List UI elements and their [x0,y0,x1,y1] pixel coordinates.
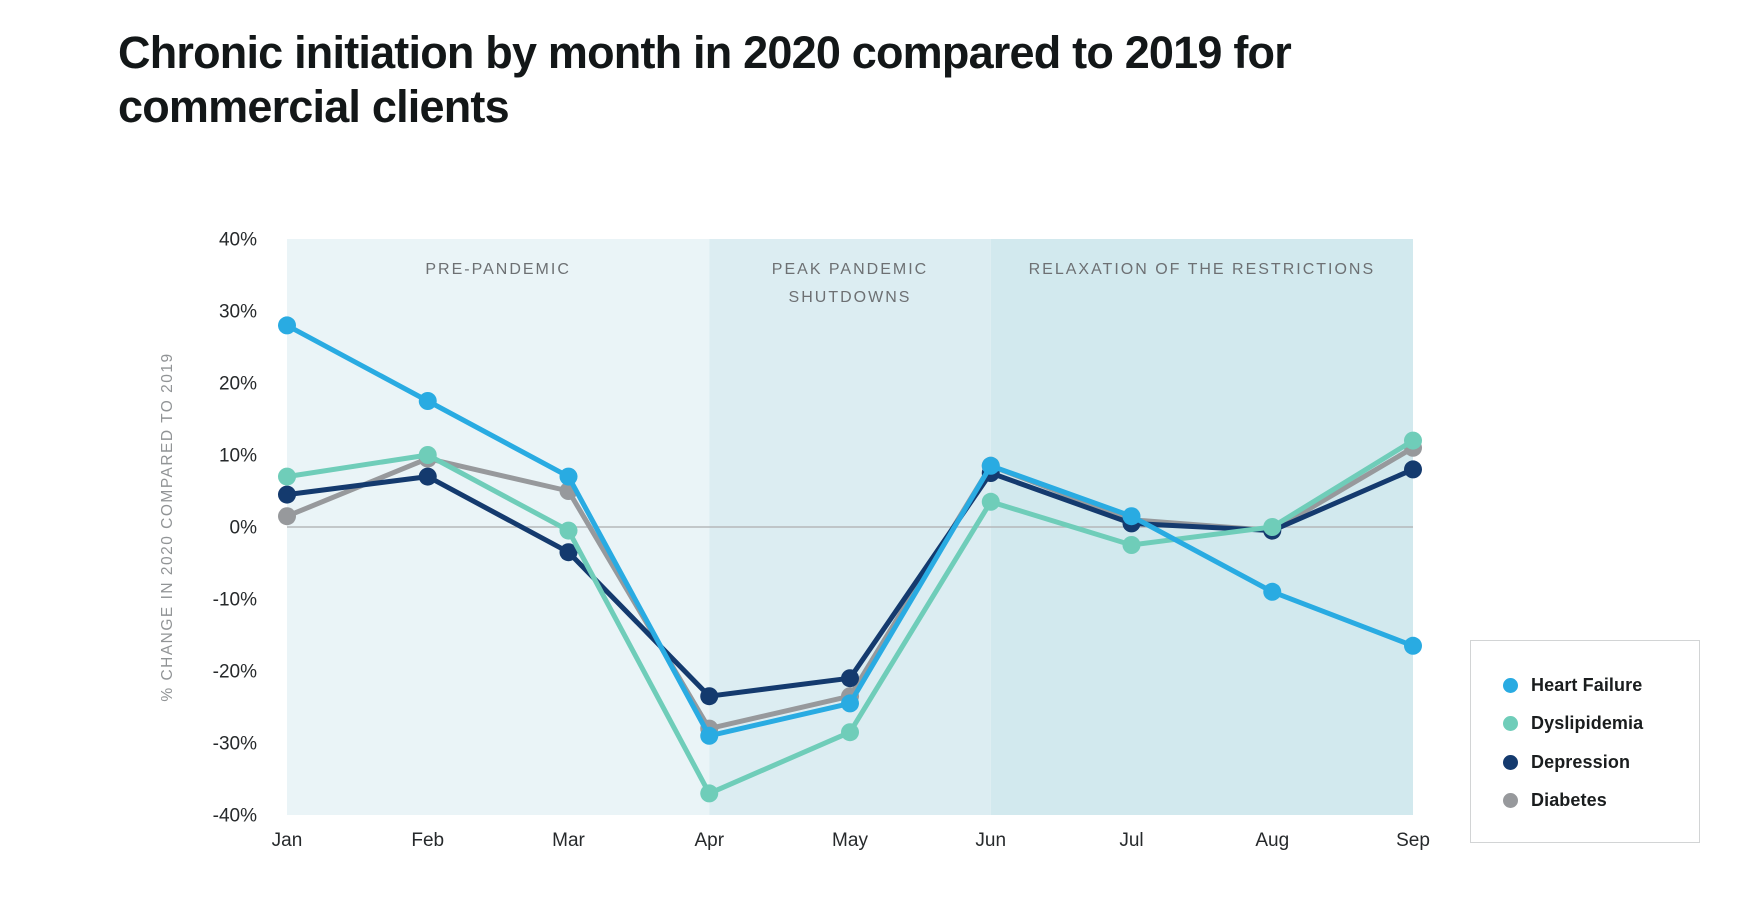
x-axis-label-may: May [832,830,868,851]
x-axis-label-jun: Jun [975,830,1006,851]
y-axis-tick-label: 10% [219,446,257,467]
y-axis-tick-label: 40% [219,230,257,251]
page-title-line-1: Chronic initiation by month in 2020 comp… [118,27,1292,78]
data-point-heart-failure-feb [418,392,437,410]
legend-item-heart-failure: Heart Failure [1471,666,1699,705]
legend-label-depression: Depression [1531,751,1631,772]
x-axis-label-mar: Mar [552,830,585,851]
legend-label-dyslipidemia: Dyslipidemia [1531,713,1644,734]
y-axis-tick-label: -20% [213,662,257,683]
data-point-dyslipidemia-aug [1263,518,1282,536]
data-point-dyslipidemia-jun [981,492,1000,511]
data-point-dyslipidemia-may [841,723,859,742]
legend-item-dyslipidemia: Dyslipidemia [1471,705,1699,744]
data-point-heart-failure-may [841,694,859,713]
legend-dot-heart-failure [1503,677,1518,693]
page-title-line-2: commercial clients [118,81,510,132]
y-axis-title: % CHANGE IN 2020 COMPARED TO 2019 [159,352,176,701]
data-point-depression-feb [418,467,437,486]
data-point-depression-may [841,669,859,688]
data-point-dyslipidemia-jan [278,467,296,486]
region-label-1: PRE-PANDEMIC [425,261,571,278]
data-point-heart-failure-apr [700,726,719,745]
y-axis-tick-label: 20% [219,374,257,395]
y-axis-tick-label: -10% [213,590,257,611]
x-axis-label-jan: Jan [272,830,303,851]
region-label-2: PEAK PANDEMIC [772,261,928,278]
data-point-heart-failure-aug [1263,582,1282,601]
data-point-depression-apr [700,687,719,706]
y-axis-tick-label: 30% [219,302,257,323]
data-point-dyslipidemia-mar [559,521,578,540]
data-point-dyslipidemia-feb [418,446,437,464]
x-axis-label-feb: Feb [411,830,444,851]
data-point-heart-failure-mar [559,467,578,486]
x-axis-label-jul: Jul [1119,830,1143,851]
x-axis-label-sep: Sep [1396,830,1430,851]
data-point-heart-failure-jul [1122,507,1141,526]
legend: Heart Failure Dyslipidemia Depression Diabe… [1470,640,1700,843]
data-point-heart-failure-jan [278,316,296,335]
legend-item-diabetes: Diabetes [1471,782,1699,821]
page-title: Chronic initiation by month in 2020 comp… [118,26,1618,134]
data-point-diabetes-jan [278,507,296,526]
data-point-heart-failure-jun [981,456,1000,475]
y-axis-tick-label: 0% [230,518,258,539]
data-point-depression-mar [559,543,578,562]
legend-dot-depression [1503,754,1518,770]
y-axis-tick-label: -40% [213,806,257,827]
legend-label-diabetes: Diabetes [1531,790,1607,811]
legend-dot-dyslipidemia [1503,716,1518,732]
data-point-depression-jan [278,485,296,504]
data-point-depression-sep [1404,460,1422,479]
legend-dot-diabetes [1503,793,1518,809]
region-label-2: SHUTDOWNS [789,289,912,306]
data-point-heart-failure-sep [1404,636,1422,655]
legend-label-heart-failure: Heart Failure [1531,674,1643,695]
data-point-dyslipidemia-jul [1122,536,1141,554]
x-axis-label-apr: Apr [694,830,724,851]
legend-item-depression: Depression [1471,743,1699,782]
x-axis-label-aug: Aug [1255,830,1289,851]
data-point-dyslipidemia-apr [700,784,719,803]
region-label-3: RELAXATION OF THE RESTRICTIONS [1029,261,1376,278]
data-point-dyslipidemia-sep [1404,431,1422,450]
y-axis-tick-label: -30% [213,734,257,755]
